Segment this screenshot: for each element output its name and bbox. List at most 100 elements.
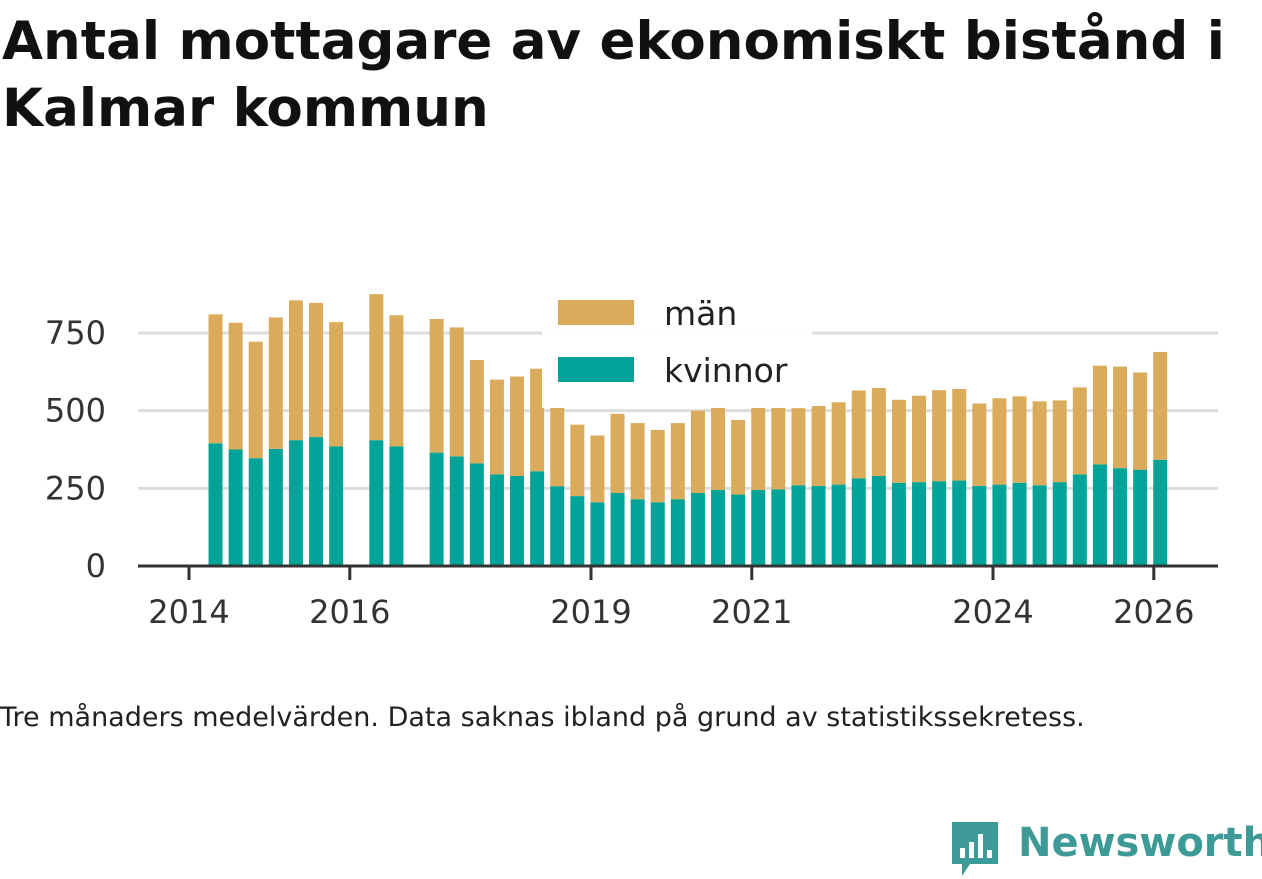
bar-kvinnor[interactable] (610, 492, 625, 566)
bar-kvinnor[interactable] (510, 475, 525, 566)
bar-man[interactable] (228, 322, 243, 450)
bar-kvinnor[interactable] (309, 437, 324, 566)
bar-man[interactable] (449, 327, 464, 457)
bar-kvinnor[interactable] (1052, 482, 1067, 566)
bar-man[interactable] (992, 398, 1007, 485)
bar-man[interactable] (891, 399, 906, 483)
bar-kvinnor[interactable] (871, 475, 886, 566)
bar-man[interactable] (550, 407, 565, 487)
legend-swatch-kvinnor (558, 357, 634, 382)
bar-kvinnor[interactable] (1153, 459, 1168, 566)
bar-kvinnor[interactable] (992, 484, 1007, 566)
bar-man[interactable] (489, 379, 504, 475)
bar-man[interactable] (731, 419, 746, 495)
bar-kvinnor[interactable] (670, 499, 685, 566)
bar-kvinnor[interactable] (731, 494, 746, 566)
bar-man[interactable] (1012, 396, 1027, 483)
bar-kvinnor[interactable] (550, 486, 565, 566)
bar-man[interactable] (570, 424, 585, 497)
bar-man[interactable] (248, 341, 263, 459)
bar-man[interactable] (1072, 387, 1087, 475)
bar-kvinnor[interactable] (912, 482, 927, 566)
bar-man[interactable] (831, 402, 846, 485)
bar-man[interactable] (1092, 365, 1107, 465)
bar-man[interactable] (751, 407, 766, 490)
bar-kvinnor[interactable] (932, 481, 947, 566)
x-tick-label: 2019 (550, 593, 631, 631)
bar-man[interactable] (972, 403, 987, 486)
bar-man[interactable] (630, 423, 645, 500)
bar-kvinnor[interactable] (630, 499, 645, 566)
bar-kvinnor[interactable] (429, 452, 444, 566)
bar-kvinnor[interactable] (1032, 485, 1047, 566)
x-tick-label: 2026 (1113, 593, 1194, 631)
bar-kvinnor[interactable] (791, 485, 806, 566)
bar-kvinnor[interactable] (530, 471, 545, 566)
bar-kvinnor[interactable] (891, 482, 906, 566)
legend-swatch-man (558, 300, 634, 325)
bar-kvinnor[interactable] (329, 446, 344, 566)
bar-man[interactable] (791, 408, 806, 486)
bar-man[interactable] (952, 388, 967, 481)
bar-kvinnor[interactable] (811, 485, 826, 566)
bar-kvinnor[interactable] (690, 492, 705, 566)
bar-kvinnor[interactable] (228, 449, 243, 567)
bar-man[interactable] (329, 322, 344, 447)
x-tick-label: 2016 (309, 593, 390, 631)
chart-caption: Tre månaders medelvärden. Data saknas ib… (0, 702, 1085, 733)
bar-man[interactable] (851, 390, 866, 479)
bar-kvinnor[interactable] (1092, 464, 1107, 566)
newsworthy-logo[interactable]: Newsworthy (950, 818, 1262, 878)
bar-kvinnor[interactable] (389, 446, 404, 566)
bar-man[interactable] (1133, 372, 1148, 470)
bar-man[interactable] (690, 410, 705, 493)
bar-kvinnor[interactable] (1113, 468, 1128, 566)
bar-kvinnor[interactable] (851, 478, 866, 566)
bar-man[interactable] (1052, 400, 1067, 483)
bar-man[interactable] (389, 315, 404, 447)
bar-kvinnor[interactable] (449, 456, 464, 566)
bar-man[interactable] (610, 413, 625, 493)
bar-kvinnor[interactable] (751, 489, 766, 566)
bar-man[interactable] (1153, 351, 1168, 460)
bar-man[interactable] (1032, 401, 1047, 486)
bar-man[interactable] (590, 435, 605, 503)
bar-kvinnor[interactable] (1012, 482, 1027, 566)
bar-kvinnor[interactable] (650, 502, 665, 566)
bar-man[interactable] (650, 429, 665, 503)
bar-kvinnor[interactable] (268, 448, 283, 566)
bar-man[interactable] (268, 317, 283, 449)
bar-kvinnor[interactable] (369, 440, 384, 566)
bar-kvinnor[interactable] (489, 474, 504, 566)
bar-man[interactable] (510, 376, 525, 476)
x-tick-label: 2021 (711, 593, 792, 631)
bar-kvinnor[interactable] (1133, 469, 1148, 566)
bar-man[interactable] (530, 368, 545, 472)
bar-kvinnor[interactable] (831, 484, 846, 566)
bar-kvinnor[interactable] (208, 443, 223, 566)
bar-kvinnor[interactable] (590, 502, 605, 566)
bar-man[interactable] (932, 390, 947, 482)
bar-man[interactable] (670, 423, 685, 500)
bar-man[interactable] (208, 314, 223, 444)
bar-man[interactable] (811, 406, 826, 486)
bar-kvinnor[interactable] (288, 440, 303, 566)
bar-kvinnor[interactable] (248, 458, 263, 566)
bar-man[interactable] (711, 407, 726, 490)
bar-kvinnor[interactable] (771, 489, 786, 566)
bar-man[interactable] (871, 387, 886, 476)
bar-kvinnor[interactable] (469, 463, 484, 566)
bar-kvinnor[interactable] (1072, 474, 1087, 566)
bar-kvinnor[interactable] (711, 489, 726, 566)
bar-man[interactable] (309, 302, 324, 438)
bar-man[interactable] (771, 407, 786, 490)
bar-man[interactable] (429, 319, 444, 453)
bar-man[interactable] (288, 300, 303, 441)
bar-man[interactable] (469, 360, 484, 464)
bar-man[interactable] (369, 294, 384, 441)
bar-man[interactable] (1113, 366, 1128, 469)
bar-man[interactable] (912, 395, 927, 483)
bar-kvinnor[interactable] (952, 480, 967, 566)
bar-kvinnor[interactable] (570, 496, 585, 566)
bar-kvinnor[interactable] (972, 485, 987, 566)
